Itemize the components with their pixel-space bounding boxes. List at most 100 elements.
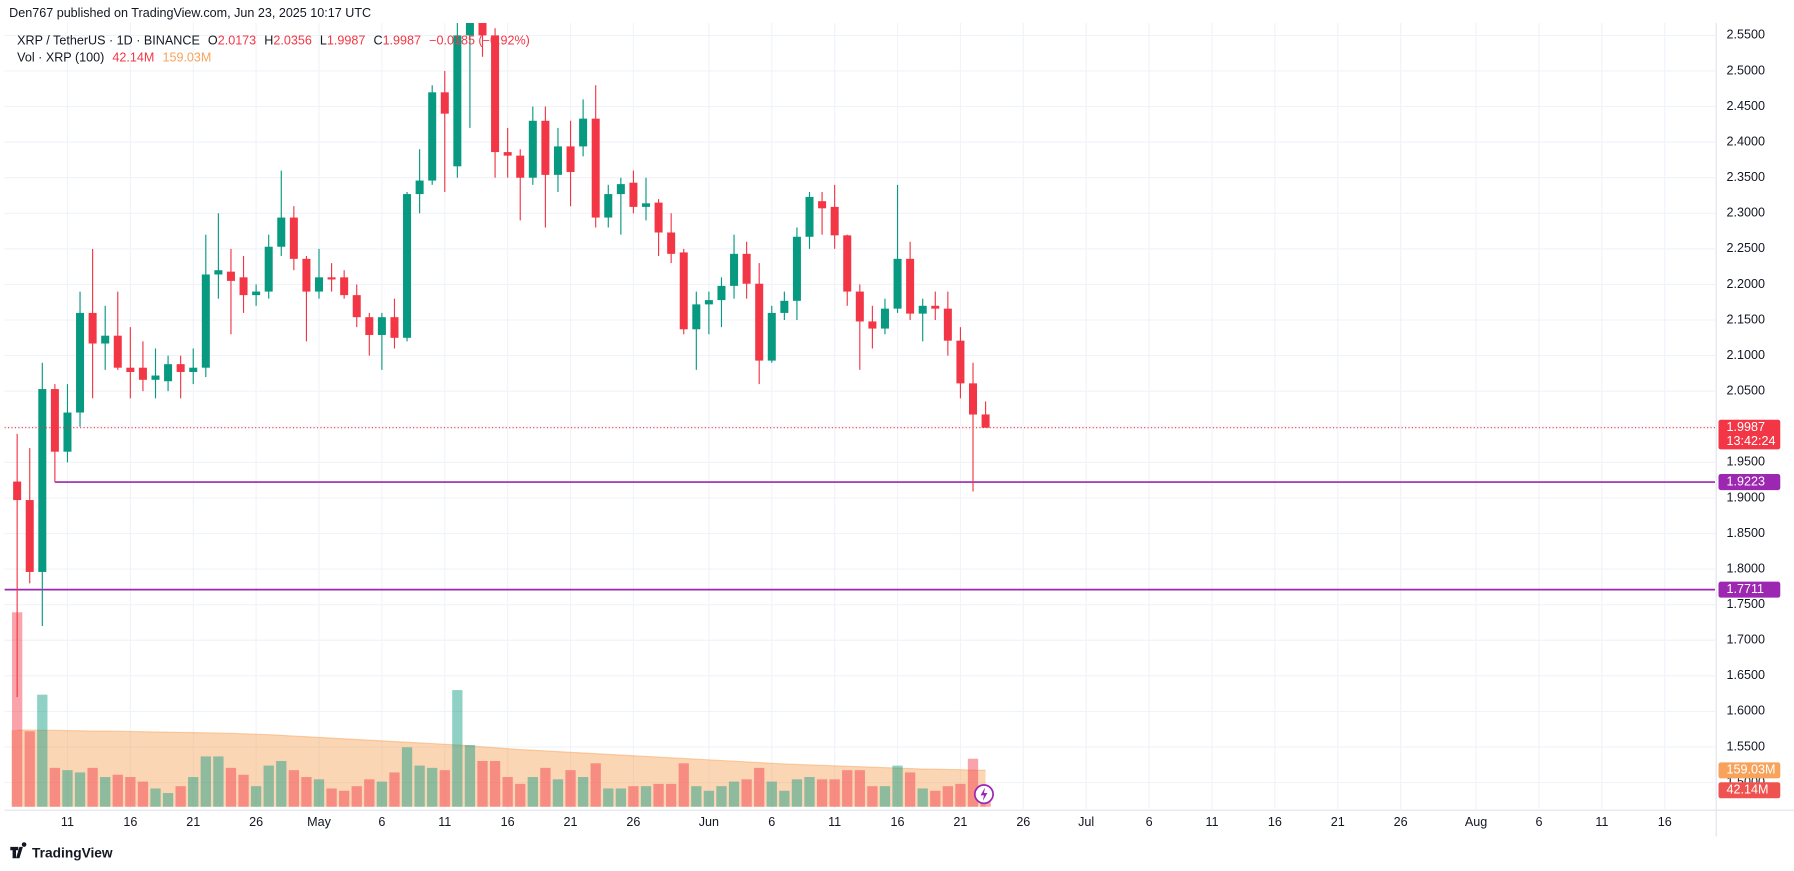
volume-bar [49,767,61,807]
volume-bar [842,770,853,807]
legend-close: 1.9987 [383,34,421,48]
volume-bar [728,781,740,807]
candle-body [25,500,34,572]
volume-bar [942,786,954,807]
candle-body [63,412,72,452]
y-tick-label: 1.7000 [1726,633,1764,647]
volume-bar [364,779,375,807]
candle-body [478,23,487,36]
volume-bar [477,761,488,807]
lightning-glyph [980,787,988,802]
volume-bar [12,612,23,807]
candle-body [717,285,726,301]
volume-bar [804,777,815,807]
x-tick-label: 16 [1658,815,1672,829]
candle-body [755,283,764,361]
candle-body [252,291,261,296]
grid [4,23,1716,811]
price-badge-label: 1.9987 [1726,420,1764,434]
volume-bar [502,777,513,807]
y-tick-label: 2.3000 [1726,206,1764,220]
candle-body [138,367,147,380]
volume-pane [11,612,991,807]
volume-bar [955,783,966,807]
x-tick-label: 21 [953,815,967,829]
y-tick-label: 2.1500 [1726,312,1764,326]
volume-bar [150,788,161,807]
x-tick-label: 16 [501,815,515,829]
x-tick-label: 11 [438,815,451,829]
candle-body [906,258,915,314]
candle-body [642,203,651,207]
volume-bar [565,770,576,807]
tv-logo [10,842,27,859]
candle-body [38,389,47,572]
x-tick-label: 26 [1016,815,1030,829]
volume-bar [867,786,878,807]
candle-body [730,253,739,286]
candle-body [88,312,97,344]
volume-bar [703,790,715,807]
volume-bar [452,690,463,807]
candle-body [566,146,575,173]
candle-body [780,300,789,313]
legend-c: C [373,34,382,48]
x-tick-label: Aug [1465,815,1487,829]
volume-bar [590,763,601,807]
candle-body [377,317,386,335]
candle-body [616,184,625,195]
volume-bar [427,767,438,807]
volume-bar [967,758,979,807]
y-tick-label: 1.9500 [1726,455,1764,469]
volume-bar [603,788,614,807]
volume-bar [816,779,828,807]
x-tick-label: 16 [123,815,137,829]
candle-body [969,383,978,415]
candle-body [126,367,135,372]
candle-body [226,271,235,281]
countdown: 13:42:24 [1726,434,1775,448]
volume-last: 42.14M [112,51,154,65]
volume-name: Vol · XRP (100) [17,51,104,65]
candle-body [390,317,399,338]
y-tick-label: 2.4500 [1726,99,1764,113]
volume-bar [376,781,388,807]
y-tick-label: 1.7500 [1726,597,1764,611]
candle-body [981,414,990,428]
volume-bar [175,786,186,807]
publisher: Den767 published on TradingView.com, Jun… [9,6,371,20]
candle-body [365,317,374,335]
candle-body [956,340,965,384]
candle-body [528,120,537,178]
volume-bar [414,765,425,807]
x-tick-label: 11 [828,815,841,829]
volume-bar [754,767,765,807]
volume-bar [640,786,652,807]
volume-bar [854,770,865,807]
volume-bar [489,761,501,807]
volume-bar [112,774,123,807]
x-tick-label: 26 [1394,815,1408,829]
candles [4,23,1716,698]
y-tick-label: 2.2000 [1726,277,1764,291]
x-tick-label: 26 [249,815,263,829]
candle-body [76,312,85,413]
volume-bar [401,747,413,807]
x-tick-label: 6 [378,815,385,829]
x-tick-label: 21 [186,815,200,829]
volume-bar [125,777,136,807]
candle-body [340,277,349,296]
volume-bar [24,731,35,807]
candle-body [264,246,273,292]
volume-bar [351,786,362,807]
candle-body [453,35,462,167]
volume-bar [200,756,211,807]
volume-bar [615,788,627,807]
level-badge-label: 1.7711 [1726,582,1764,596]
candle-body [553,146,562,175]
volume-bar [779,790,790,807]
candle-body [214,270,223,275]
legend-change: −0.0185 (−0.92%) [429,34,530,48]
candle-body [403,194,412,338]
